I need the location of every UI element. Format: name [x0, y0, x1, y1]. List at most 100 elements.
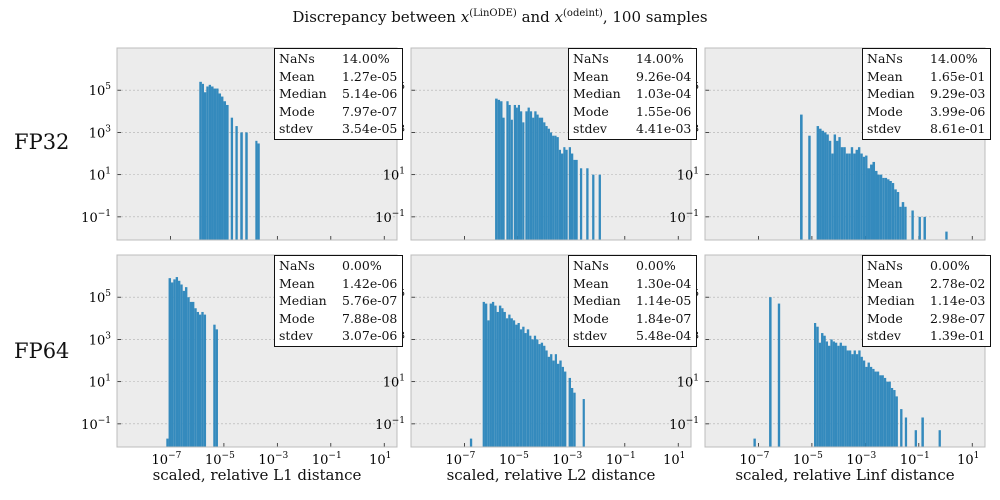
- histogram-bar: [561, 153, 564, 240]
- plot-frame: [704, 47, 986, 241]
- plot-frame: [116, 254, 398, 448]
- histogram-bar: [598, 174, 601, 240]
- histogram-bar: [495, 98, 498, 240]
- histogram-bar: [855, 149, 858, 240]
- histogram-bar: [895, 396, 898, 447]
- histogram-bar: [194, 308, 197, 447]
- histogram-bar: [832, 341, 835, 447]
- histogram-bar: [904, 417, 908, 447]
- stat-name: stdev: [867, 328, 901, 343]
- histogram-bar: [531, 339, 534, 447]
- histogram-bar: [549, 132, 553, 240]
- histogram-bar: [543, 345, 546, 447]
- histogram-bar: [255, 140, 258, 240]
- histogram-bar: [187, 297, 190, 447]
- histogram-bar: [529, 335, 532, 447]
- stat-name: NaNs: [867, 51, 903, 66]
- histogram-bar: [891, 183, 895, 240]
- histogram-bar: [198, 314, 202, 447]
- stat-value: 14.00%: [636, 51, 684, 66]
- histogram-bar: [519, 329, 523, 447]
- histogram-bar: [498, 305, 502, 447]
- histogram-bar: [858, 350, 861, 447]
- histogram-bar: [890, 387, 894, 447]
- y-tick-label: 105: [89, 82, 112, 99]
- stat-value: 7.88e-08: [342, 310, 398, 326]
- histogram-bar: [536, 339, 539, 447]
- histogram-bar: [517, 323, 520, 447]
- histogram-bar: [230, 117, 234, 240]
- histogram-bar: [533, 335, 537, 447]
- histogram-bar: [777, 303, 781, 447]
- histogram-bar: [918, 216, 921, 240]
- histogram-bar: [875, 170, 878, 240]
- histogram-bar: [201, 311, 204, 447]
- stats-row: Mode 2.98e-07: [867, 310, 986, 328]
- plot-frame: [410, 47, 692, 241]
- stat-name: Mode: [573, 310, 609, 326]
- stat-name: stdev: [573, 328, 607, 343]
- histogram-bar: [191, 301, 195, 447]
- histogram-bar: [216, 88, 219, 241]
- stat-value: 2.98e-07: [930, 310, 986, 326]
- stat-name: Median: [867, 86, 915, 101]
- plot-frame: [410, 254, 692, 448]
- histogram-bar: [240, 132, 243, 240]
- histogram-bar: [839, 342, 842, 447]
- stats-row: NaNs 14.00%: [573, 50, 692, 68]
- histogram-bar: [524, 333, 527, 447]
- stats-row: Median 1.14e-05: [573, 292, 692, 310]
- stat-value: 1.27e-05: [342, 68, 398, 84]
- stat-name: NaNs: [867, 258, 903, 273]
- histogram-bar: [536, 114, 539, 240]
- x-axis-label-linf: scaled, relative Linf distance: [735, 466, 955, 484]
- histogram-bar: [491, 301, 495, 447]
- histogram-bar: [226, 104, 229, 240]
- stat-value: 1.03e-04: [636, 86, 692, 101]
- histogram-bar: [848, 350, 852, 447]
- histogram-bar: [825, 341, 828, 447]
- histogram-bar: [853, 153, 856, 240]
- stats-box: NaNs 14.00% Mean 1.27e-05 Median 5.14e-06 Mode…: [274, 48, 403, 140]
- y-tick-label: 105: [89, 289, 112, 306]
- histogram-bar: [826, 134, 829, 240]
- stats-box: NaNs 14.00% Mean 1.65e-01 Median 9.29e-03 Mode…: [862, 48, 991, 140]
- histogram-bar: [769, 297, 772, 447]
- histogram-bar: [845, 153, 849, 240]
- histogram-bar: [505, 318, 509, 447]
- histogram-bar: [846, 350, 849, 447]
- histogram-bar: [189, 301, 192, 447]
- histogram-bar: [520, 111, 523, 240]
- stats-row: NaNs 0.00%: [867, 257, 986, 275]
- stat-name: Median: [279, 293, 327, 308]
- histogram-bar: [516, 107, 518, 240]
- histogram-bar: [570, 387, 574, 447]
- histogram-bar: [816, 126, 820, 240]
- stats-box: NaNs 14.00% Mean 9.26e-04 Median 1.03e-04 Mode…: [568, 48, 697, 140]
- stat-name: NaNs: [279, 51, 315, 66]
- stat-value: 3.99e-06: [930, 103, 986, 119]
- histogram-bar: [860, 153, 863, 240]
- x-axis-label-l1: scaled, relative L1 distance: [152, 466, 362, 484]
- stats-row: Median 1.14e-03: [867, 292, 986, 310]
- histogram-bar: [848, 153, 851, 240]
- stat-name: Median: [573, 86, 621, 101]
- histogram-bar: [556, 363, 560, 447]
- histogram-bar: [502, 117, 505, 240]
- histogram-bar: [482, 301, 485, 447]
- stat-name: Mode: [867, 310, 903, 326]
- histogram-bar: [168, 278, 172, 447]
- stat-name: Mean: [867, 68, 903, 84]
- stat-name: stdev: [573, 121, 607, 136]
- stat-value: 4.41e-03: [636, 121, 692, 136]
- histogram-bar: [500, 101, 503, 240]
- histogram-bar: [893, 390, 896, 447]
- histogram-bar: [513, 104, 517, 240]
- histogram-bar: [830, 339, 833, 447]
- histogram-bar: [821, 130, 825, 240]
- stats-row: stdev 3.54e-05: [279, 120, 398, 138]
- stats-row: Median 5.14e-06: [279, 85, 398, 103]
- stat-value: 8.61e-01: [930, 121, 986, 136]
- stat-name: NaNs: [573, 51, 609, 66]
- histogram-bar: [508, 104, 511, 240]
